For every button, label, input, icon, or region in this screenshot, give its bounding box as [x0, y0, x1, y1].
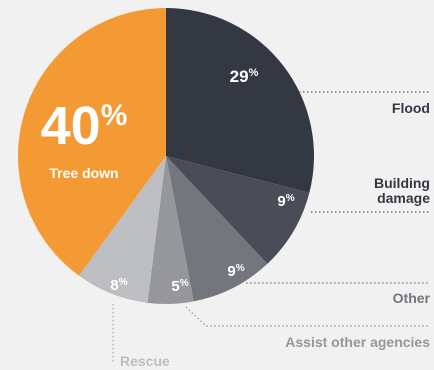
slice-building-damage: [166, 156, 310, 264]
pct-other: 9%: [227, 263, 244, 280]
category-label-other: Other: [393, 290, 431, 306]
pct-rescue: 8%: [110, 277, 127, 294]
category-label-rescue: Rescue: [120, 353, 170, 369]
pct-tree-down: 40%: [41, 96, 128, 156]
leader-assist-other-agencies: [185, 306, 430, 327]
pct-assist-other-agencies: 5%: [171, 278, 188, 295]
pct-flood: 29%: [230, 67, 259, 86]
category-label-assist-other-agencies: Assist other agencies: [285, 334, 430, 350]
slice-tree-down: [18, 8, 167, 276]
pct-building-damage: 9%: [277, 193, 294, 210]
category-label-flood: Flood: [392, 100, 430, 116]
slice-assist-other-agencies: [147, 156, 194, 304]
category-label-building-damage: Building damage: [374, 175, 430, 206]
slice-other: [166, 156, 268, 302]
slice-rescue: [79, 156, 166, 303]
slice-flood: [166, 8, 315, 193]
slice-label-tree-down: Tree down: [49, 165, 118, 181]
